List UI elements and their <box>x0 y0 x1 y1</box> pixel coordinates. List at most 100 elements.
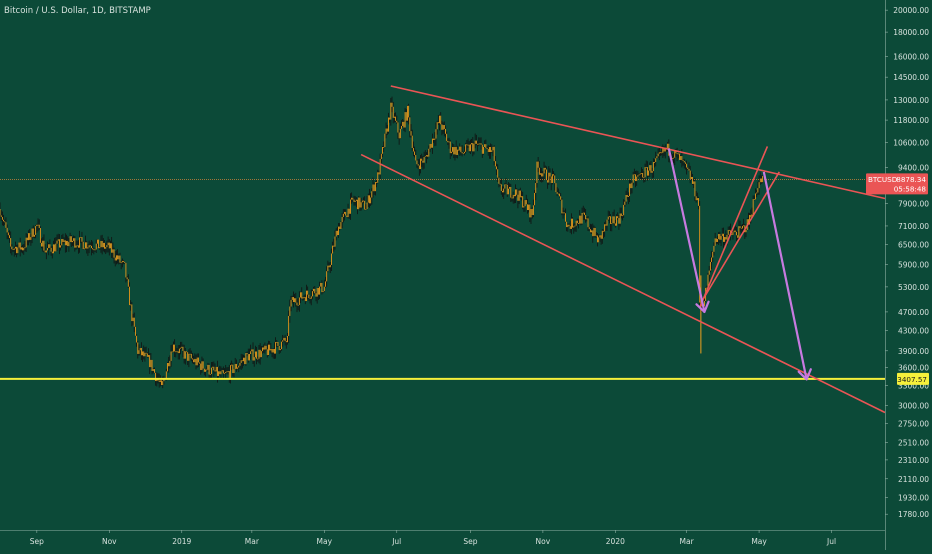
x-tick-label: Mar <box>245 537 260 546</box>
candle <box>247 351 248 356</box>
y-tick-label: 14500.00 <box>893 73 929 82</box>
candle <box>607 219 608 231</box>
candle <box>400 124 401 139</box>
candle <box>651 161 652 173</box>
candle <box>64 237 65 243</box>
candle <box>79 231 80 253</box>
candle <box>215 363 216 373</box>
candle <box>153 368 154 373</box>
candle <box>20 238 21 257</box>
candle <box>377 170 378 184</box>
candle <box>553 171 554 179</box>
candle <box>212 362 213 369</box>
candle <box>144 347 145 361</box>
candle <box>275 337 276 358</box>
candle <box>753 195 754 215</box>
candle <box>712 252 713 262</box>
candle <box>299 291 300 311</box>
candle <box>25 241 26 251</box>
candle <box>418 159 419 169</box>
candle <box>250 345 251 360</box>
candle <box>164 376 165 385</box>
candle <box>209 363 210 377</box>
candle <box>330 262 331 273</box>
candle <box>263 344 264 353</box>
candle <box>142 351 143 362</box>
candle <box>279 346 280 354</box>
candle <box>409 116 410 138</box>
candle <box>260 343 261 364</box>
candle <box>286 337 287 349</box>
candle <box>274 342 275 358</box>
candle <box>642 169 643 180</box>
candle <box>455 146 456 160</box>
candle <box>51 246 52 255</box>
candle <box>576 220 577 232</box>
candle <box>205 369 206 377</box>
candle <box>608 211 609 221</box>
y-tick-label: 7900.00 <box>898 200 929 209</box>
candle <box>754 195 755 200</box>
candle <box>695 178 696 201</box>
y-tick-label: 20000.00 <box>893 6 929 15</box>
candle <box>563 208 564 219</box>
candle <box>131 302 132 326</box>
candle <box>114 248 115 264</box>
candle <box>527 199 528 214</box>
candle <box>67 236 68 247</box>
candle <box>122 258 123 267</box>
candle <box>146 347 147 355</box>
candle <box>590 224 591 233</box>
candle <box>697 193 698 201</box>
candle <box>388 113 389 134</box>
candle <box>346 215 347 218</box>
candle <box>34 228 35 239</box>
candle <box>537 161 538 188</box>
candle <box>437 121 438 135</box>
candle <box>77 241 78 249</box>
candle <box>332 242 333 254</box>
candle <box>564 211 565 216</box>
candle <box>241 354 242 370</box>
candle <box>168 357 169 373</box>
candle <box>6 217 7 228</box>
candle <box>345 209 346 216</box>
candle <box>487 146 488 151</box>
candle <box>500 179 501 187</box>
candle <box>175 345 176 357</box>
candle <box>566 221 567 231</box>
candle <box>508 182 509 194</box>
candle <box>218 367 219 377</box>
candle <box>452 143 453 154</box>
candle <box>654 159 655 167</box>
candle <box>714 242 715 255</box>
candle <box>601 235 602 245</box>
candle <box>680 155 681 163</box>
candle <box>172 344 173 353</box>
candle <box>45 244 46 253</box>
candle <box>99 246 100 249</box>
candle <box>348 204 349 219</box>
candle <box>44 234 45 252</box>
candle <box>200 361 201 375</box>
candle <box>19 242 20 250</box>
candle <box>387 125 388 135</box>
candle <box>180 342 181 354</box>
candle <box>167 362 168 372</box>
candle <box>368 194 369 207</box>
candle <box>222 368 223 372</box>
candle <box>38 218 39 231</box>
candle <box>596 232 597 237</box>
candle <box>579 210 580 224</box>
candle <box>33 226 34 238</box>
candle <box>717 236 718 244</box>
candle <box>98 240 99 249</box>
candle <box>632 181 633 193</box>
candle <box>313 287 314 295</box>
x-tick-label: Nov <box>536 537 551 546</box>
candle <box>231 361 232 370</box>
candle <box>302 297 303 301</box>
